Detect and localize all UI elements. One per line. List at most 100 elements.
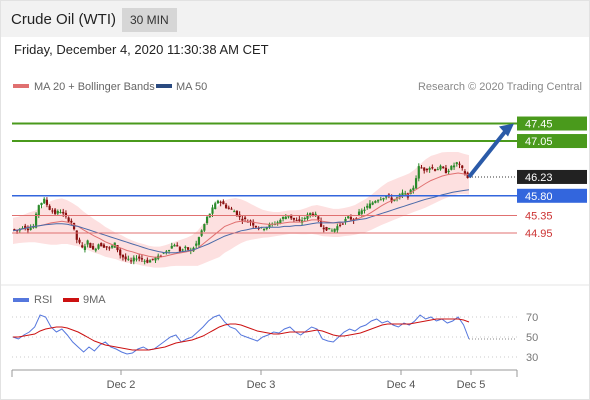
candle-body xyxy=(214,203,217,210)
candle-body xyxy=(203,224,206,231)
candle-body xyxy=(34,213,38,228)
pivot-label: 45.80 xyxy=(525,191,553,203)
candle-body xyxy=(13,229,16,231)
widget-header: Crude Oil (WTI) 30 MIN xyxy=(1,1,589,37)
candle-body xyxy=(148,260,152,263)
candle-body xyxy=(450,165,453,170)
price-chart: MA 20 + Bollinger Bands MA 50 Research ©… xyxy=(1,81,589,391)
rsi-ma-line xyxy=(13,318,470,351)
candle-body xyxy=(423,167,426,171)
candle-body xyxy=(110,245,114,248)
candle-body xyxy=(338,224,342,226)
candle-body xyxy=(37,205,40,216)
ma20-legend-swatch xyxy=(13,84,29,88)
candle-body xyxy=(431,167,434,169)
projection-arrow-head xyxy=(499,123,514,137)
candle-body xyxy=(412,187,415,191)
candle-body xyxy=(124,256,127,260)
candle-body xyxy=(265,227,268,229)
candle-body xyxy=(219,201,222,203)
ma50-legend-label: MA 50 xyxy=(176,81,207,93)
candle-body xyxy=(330,230,334,232)
candle-body xyxy=(436,169,439,171)
candle-body xyxy=(360,210,363,214)
candle-body xyxy=(53,209,57,214)
x-tick-label: Dec 4 xyxy=(387,379,416,391)
x-tick-label: Dec 2 xyxy=(107,379,136,391)
candle-body xyxy=(287,216,290,218)
candle-body xyxy=(127,258,130,260)
candle-body xyxy=(341,223,344,225)
candle-body xyxy=(295,220,298,222)
candle-body xyxy=(433,169,437,171)
candle-body xyxy=(143,260,146,262)
candle-body xyxy=(227,207,230,209)
candle-body xyxy=(466,172,469,179)
candle-body xyxy=(230,208,233,210)
candle-body xyxy=(325,226,328,231)
candle-body xyxy=(414,178,418,189)
candle-body xyxy=(363,209,366,211)
candle-body xyxy=(48,205,51,210)
last-price-label: 46.23 xyxy=(525,172,553,184)
candle-body xyxy=(390,197,393,202)
candle-body xyxy=(333,228,336,232)
candle-body xyxy=(444,167,448,174)
candle-body xyxy=(401,192,404,196)
candle-body xyxy=(252,221,255,226)
candle-body xyxy=(447,170,450,172)
candle-body xyxy=(197,237,201,245)
candle-body xyxy=(290,214,293,219)
candle-body xyxy=(67,217,70,222)
candle-body xyxy=(268,224,271,228)
candle-body xyxy=(311,213,315,216)
candle-body xyxy=(314,213,317,217)
candle-body xyxy=(105,246,108,248)
candle-body xyxy=(176,245,179,247)
candle-body xyxy=(319,220,323,227)
candle-body xyxy=(108,247,111,249)
candle-body xyxy=(62,211,65,214)
candle-body xyxy=(452,165,456,168)
timestamp: Friday, December 4, 2020 11:30:38 AM CET xyxy=(14,42,269,57)
candle-body xyxy=(222,201,225,205)
ma50-line xyxy=(12,189,470,254)
candle-body xyxy=(121,254,125,258)
candle-body xyxy=(75,230,78,240)
candle-body xyxy=(45,199,49,205)
timeframe-badge[interactable]: 30 MIN xyxy=(122,8,177,32)
candle-body xyxy=(404,193,407,195)
candle-body xyxy=(243,217,247,219)
support-label: 45.35 xyxy=(525,210,553,222)
candle-body xyxy=(89,242,92,248)
candle-body xyxy=(344,218,347,223)
candle-body xyxy=(165,251,168,253)
candle-body xyxy=(284,216,287,220)
candle-body xyxy=(86,240,89,245)
candle-body xyxy=(91,246,95,250)
pivot-label-box xyxy=(517,188,587,203)
resistance-label-box xyxy=(517,116,587,131)
candle-body xyxy=(347,216,350,219)
resistance-label: 47.45 xyxy=(525,119,553,131)
candle-body xyxy=(235,210,239,216)
ma50-legend-swatch xyxy=(156,84,172,88)
rsi-legend-label: RSI xyxy=(34,294,52,306)
candle-body xyxy=(64,212,68,217)
candle-body xyxy=(281,217,285,219)
candle-body xyxy=(254,225,258,228)
candle-body xyxy=(349,217,353,220)
candle-body xyxy=(376,200,380,202)
candle-body xyxy=(94,248,97,251)
candle-body xyxy=(328,227,331,230)
candle-body xyxy=(56,211,59,214)
projection-arrow-shaft xyxy=(467,129,508,179)
candle-body xyxy=(146,259,149,263)
candle-body xyxy=(43,198,46,204)
candle-body xyxy=(195,243,198,246)
candle-body xyxy=(241,218,244,221)
candle-body xyxy=(336,226,339,231)
instrument-title: Crude Oil (WTI) xyxy=(11,11,116,28)
candle-body xyxy=(132,257,135,262)
